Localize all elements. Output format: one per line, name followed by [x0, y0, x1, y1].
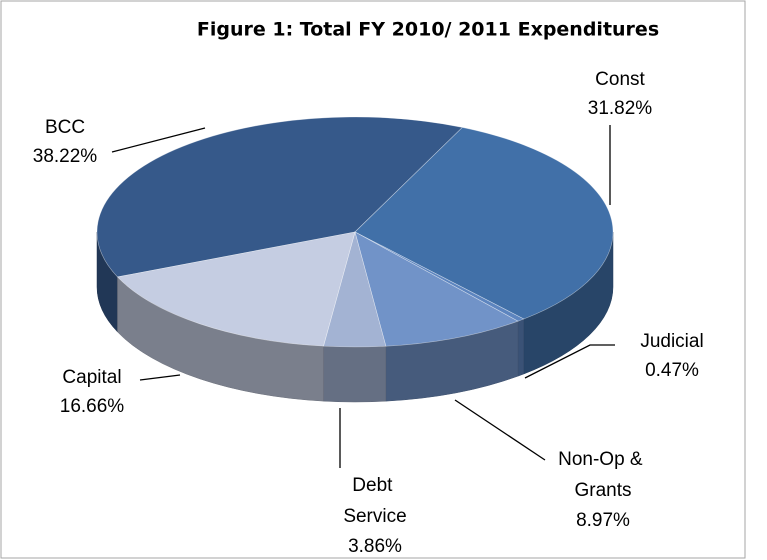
- pie-side: [517, 318, 525, 377]
- value-label: 31.82%: [588, 98, 653, 119]
- leader-line: [454, 399, 546, 461]
- value-label: 16.66%: [60, 396, 125, 417]
- pie-side: [323, 345, 387, 403]
- category-label: Capital: [62, 367, 121, 388]
- leader-line: [139, 374, 181, 381]
- value-label: 0.47%: [645, 360, 699, 381]
- pie-slice: [354, 127, 614, 320]
- category-label: Non-Op & Grants: [558, 449, 648, 501]
- leader-line: [524, 344, 615, 379]
- value-label: 38.22%: [33, 146, 98, 167]
- pie-slice: [116, 231, 356, 347]
- value-label: 8.97%: [576, 510, 630, 531]
- pie-slice: [96, 116, 463, 278]
- pie-slice: [354, 231, 519, 347]
- leader-line: [111, 127, 206, 153]
- category-label: Debt Service: [343, 475, 406, 527]
- value-label: 3.86%: [348, 536, 402, 557]
- chart-title: Figure 1: Total FY 2010/ 2011 Expenditur…: [197, 19, 659, 41]
- category-label: Judicial: [640, 331, 703, 352]
- category-label: Const: [595, 69, 645, 90]
- category-label: BCC: [45, 117, 85, 138]
